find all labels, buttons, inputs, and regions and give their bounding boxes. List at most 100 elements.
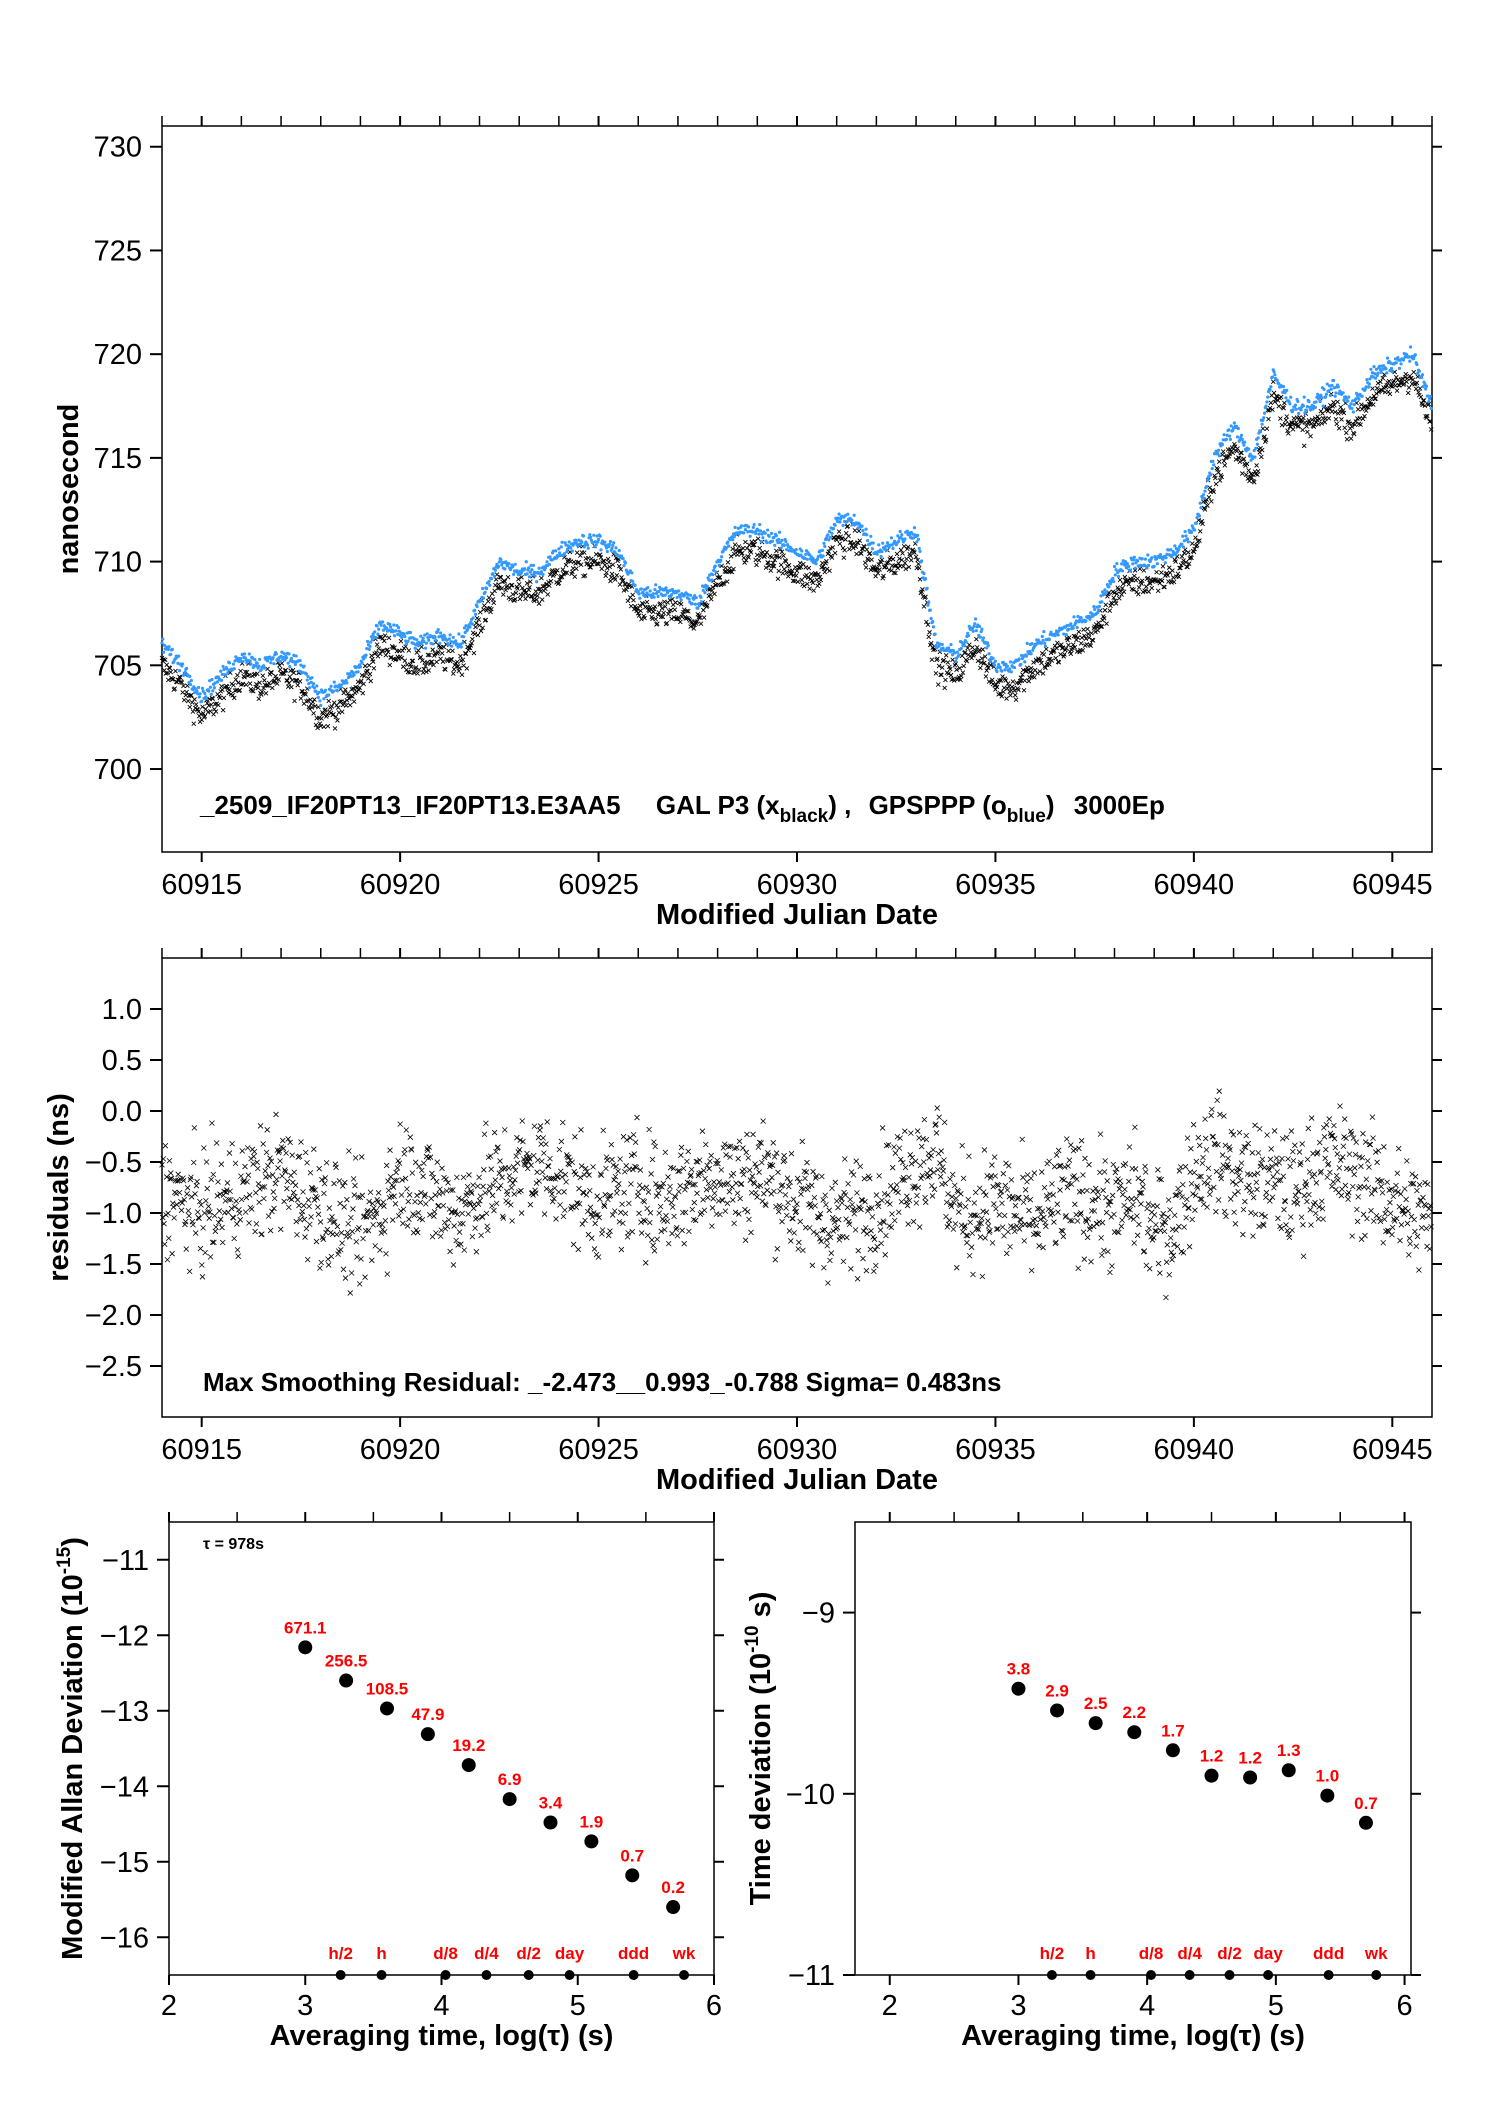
blue-point — [1357, 397, 1361, 401]
black-point — [1278, 416, 1283, 421]
residual-point — [371, 1205, 377, 1211]
residual-point — [783, 1205, 789, 1211]
black-point — [1081, 627, 1086, 633]
black-point — [723, 565, 728, 571]
blue-point — [777, 537, 781, 541]
residual-point — [989, 1162, 995, 1168]
residual-point — [356, 1281, 363, 1287]
residual-point — [785, 1199, 791, 1206]
residual-point — [1049, 1181, 1055, 1187]
x-tick-label: 60930 — [757, 1434, 838, 1466]
residual-point — [478, 1232, 484, 1239]
black-point — [610, 562, 616, 568]
black-point — [1343, 430, 1349, 436]
residual-point — [923, 1136, 930, 1143]
black-point — [1183, 559, 1189, 565]
residual-point — [248, 1206, 255, 1212]
blue-point — [993, 659, 998, 663]
black-point — [1089, 630, 1094, 636]
blue-point — [535, 580, 539, 584]
residual-point — [481, 1131, 488, 1138]
residual-point — [535, 1134, 542, 1141]
residual-point — [243, 1194, 250, 1201]
residual-point — [234, 1247, 241, 1253]
black-point — [536, 601, 542, 606]
residual-point — [914, 1192, 920, 1199]
blue-point — [493, 568, 497, 572]
black-point — [381, 638, 387, 644]
blue-point — [1324, 395, 1328, 399]
residual-point — [1167, 1207, 1173, 1213]
residual-point — [583, 1192, 590, 1198]
black-point — [469, 640, 474, 646]
blue-point — [980, 627, 984, 631]
blue-point — [531, 563, 536, 567]
residual-point — [771, 1188, 777, 1195]
black-point — [418, 654, 424, 660]
residual-point — [368, 1208, 374, 1215]
blue-point — [344, 678, 348, 682]
black-point — [409, 658, 415, 664]
black-point — [1197, 538, 1202, 543]
residual-point — [245, 1172, 252, 1178]
residual-point — [966, 1153, 972, 1160]
residual-point — [531, 1123, 538, 1130]
residual-point — [358, 1154, 365, 1160]
residual-point — [1236, 1129, 1243, 1136]
blue-point — [1017, 657, 1021, 661]
blue-point — [652, 595, 656, 599]
residual-point — [842, 1192, 849, 1198]
residual-point — [242, 1209, 249, 1215]
blue-point — [1314, 400, 1318, 404]
blue-point — [169, 652, 173, 657]
residual-point — [775, 1208, 782, 1215]
blue-point — [242, 652, 247, 656]
residual-point — [1155, 1167, 1161, 1173]
black-point — [998, 678, 1004, 683]
blue-point — [1352, 402, 1356, 407]
residual-point — [474, 1215, 480, 1221]
blue-point — [633, 583, 637, 588]
residual-point — [1111, 1211, 1117, 1218]
black-point — [1338, 404, 1344, 410]
residual-point — [1066, 1157, 1073, 1163]
blue-point — [332, 680, 336, 684]
residual-point — [756, 1169, 762, 1175]
blue-point — [550, 558, 554, 562]
residual-point — [628, 1181, 634, 1187]
black-point — [516, 576, 521, 582]
black-point — [385, 649, 391, 655]
residual-point — [1189, 1216, 1196, 1223]
black-point — [816, 571, 821, 577]
blue-point — [360, 661, 364, 665]
black-point — [781, 553, 786, 559]
black-point — [672, 607, 678, 613]
residual-point — [333, 1164, 339, 1171]
residual-point — [1121, 1186, 1128, 1193]
black-point — [874, 565, 880, 571]
residual-point — [1000, 1170, 1007, 1177]
black-point — [529, 594, 535, 599]
y-tick-label: 0.5 — [102, 1045, 142, 1077]
residual-point — [937, 1173, 944, 1180]
blue-point — [404, 642, 409, 646]
black-point — [341, 690, 347, 696]
black-point — [999, 694, 1005, 699]
residual-point — [367, 1189, 374, 1196]
residual-point — [671, 1213, 677, 1220]
black-point — [1132, 568, 1138, 573]
residual-point — [321, 1190, 327, 1197]
blue-point — [1413, 353, 1417, 357]
black-point — [1366, 405, 1371, 410]
residual-point — [273, 1176, 280, 1183]
residual-point — [200, 1225, 206, 1231]
black-point — [475, 632, 481, 638]
black-point — [235, 680, 241, 686]
residual-point — [205, 1203, 212, 1210]
black-point — [416, 667, 422, 673]
black-point — [1075, 635, 1081, 640]
residual-point — [1104, 1178, 1111, 1184]
residual-point — [1182, 1202, 1188, 1208]
residual-point — [1193, 1158, 1200, 1165]
